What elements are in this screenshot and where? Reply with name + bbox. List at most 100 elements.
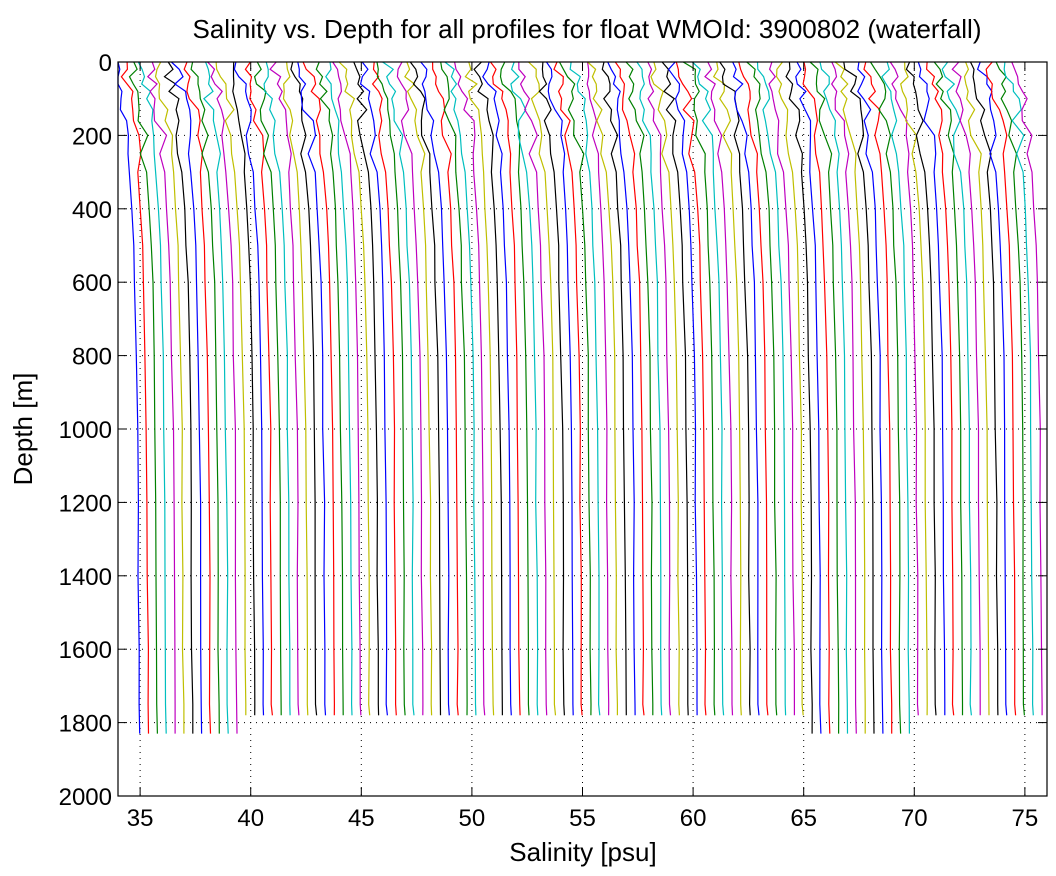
- salinity-profile-line: [636, 61, 663, 716]
- salinity-profile-line: [253, 61, 282, 716]
- salinity-profile-line: [117, 61, 141, 734]
- salinity-profile-line: [691, 61, 725, 716]
- salinity-profile-line: [569, 61, 601, 716]
- salinity-profile-line: [933, 61, 964, 716]
- salinity-profile-line: [269, 61, 300, 716]
- salinity-profile-line: [382, 61, 415, 716]
- salinity-profile-line: [1011, 61, 1043, 716]
- salinity-profile-line: [900, 61, 928, 716]
- salinity-profile-line: [682, 61, 716, 716]
- salinity-profile-line: [925, 61, 955, 716]
- salinity-profile-line: [338, 61, 371, 716]
- salinity-profile-line: [963, 61, 990, 716]
- salinity-profile-line: [995, 61, 1025, 716]
- salinity-profile-line: [420, 61, 450, 716]
- salinity-profile-line: [661, 61, 689, 716]
- salinity-profile-line: [802, 61, 831, 734]
- y-tick-label: 200: [72, 123, 112, 150]
- salinity-profile-line: [325, 61, 353, 716]
- salinity-profile-line: [614, 61, 645, 716]
- salinity-profile-line: [263, 61, 291, 716]
- salinity-profile-line: [985, 61, 1017, 716]
- salinity-profile-line: [137, 61, 167, 734]
- y-tick-label: 0: [99, 50, 112, 77]
- salinity-profile-line: [528, 61, 557, 716]
- salinity-profile-line: [499, 61, 530, 716]
- salinity-profile-line: [482, 61, 512, 716]
- salinity-profile-line: [785, 61, 813, 734]
- salinity-profile-line: [905, 61, 937, 716]
- salinity-profile-line: [203, 61, 229, 734]
- salinity-profile-line: [315, 61, 344, 716]
- salinity-profile-line: [607, 61, 636, 716]
- profiles-layer: [117, 61, 1043, 734]
- x-tick-label: 75: [1012, 805, 1039, 832]
- salinity-profile-line: [756, 61, 787, 716]
- salinity-profile-line: [233, 61, 265, 716]
- salinity-profile-line: [128, 61, 158, 734]
- x-tick-label: 70: [901, 805, 928, 832]
- salinity-profile-line: [675, 61, 707, 716]
- salinity-profile-line: [889, 61, 919, 716]
- salinity-profile-line: [712, 61, 742, 716]
- salinity-profile-line: [976, 61, 1008, 716]
- salinity-profile-line: [183, 61, 212, 734]
- salinity-profile-line: [951, 61, 981, 716]
- salinity-profile-line: [746, 61, 778, 716]
- salinity-profile-line: [647, 61, 672, 716]
- salinity-profile-line: [297, 61, 327, 716]
- y-tick-label: 400: [72, 197, 112, 224]
- salinity-profile-line: [881, 61, 910, 734]
- salinity-profile-line: [444, 61, 477, 716]
- salinity-profile-line: [587, 61, 618, 716]
- salinity-profile-line: [215, 61, 247, 716]
- salinity-profile-line: [454, 61, 486, 716]
- salinity-profile-line: [190, 61, 220, 734]
- x-tick-label: 45: [348, 805, 375, 832]
- salinity-profile-line: [170, 61, 203, 734]
- salinity-profile-line: [869, 61, 902, 734]
- salinity-profile-line: [834, 61, 866, 734]
- salinity-profile-line: [371, 61, 397, 716]
- x-tick-label: 50: [459, 805, 486, 832]
- salinity-profile-line: [775, 61, 804, 716]
- salinity-profile-line: [704, 61, 734, 716]
- salinity-profile-line: [154, 61, 185, 734]
- salinity-profile-line: [732, 61, 760, 716]
- y-tick-label: 1600: [59, 637, 112, 664]
- salinity-profile-line: [244, 61, 273, 716]
- y-tick-label: 600: [72, 270, 112, 297]
- salinity-profile-line: [969, 61, 999, 716]
- salinity-profile-line: [440, 61, 468, 716]
- x-tick-label: 60: [680, 805, 707, 832]
- salinity-profile-line: [146, 61, 176, 734]
- salinity-profile-line: [409, 61, 442, 716]
- salinity-profile-line: [941, 61, 972, 716]
- salinity-profile-line: [601, 61, 627, 716]
- salinity-profile-line: [473, 61, 503, 716]
- salinity-profile-line: [163, 61, 194, 734]
- chart-title: Salinity vs. Depth for all profiles for …: [193, 14, 982, 44]
- y-tick-label: 2000: [59, 784, 112, 811]
- salinity-profile-line: [768, 61, 795, 716]
- salinity-profile-line: [353, 61, 380, 716]
- salinity-profile-line: [359, 61, 388, 716]
- salinity-profile-line: [719, 61, 751, 716]
- y-axis-label: Depth [m]: [8, 373, 38, 486]
- salinity-profile-line: [464, 61, 495, 716]
- salinity-profile-line: [1003, 61, 1034, 716]
- salinity-profile-line: [546, 61, 574, 716]
- y-tick-label: 1800: [59, 711, 112, 738]
- salinity-profile-line: [738, 61, 769, 716]
- x-axis-label: Salinity [psu]: [509, 837, 656, 867]
- y-tick-label: 800: [72, 344, 112, 371]
- salinity-profile-line: [558, 61, 592, 716]
- salinity-profile-line: [795, 61, 822, 734]
- salinity-profile-line: [667, 61, 698, 716]
- salinity-profile-line: [518, 61, 548, 716]
- salinity-profile-line: [857, 61, 884, 734]
- salinity-profile-line: [625, 61, 654, 716]
- salinity-profile-line: [302, 61, 336, 716]
- y-tick-label: 1200: [59, 490, 112, 517]
- salinity-profile-line: [586, 61, 610, 716]
